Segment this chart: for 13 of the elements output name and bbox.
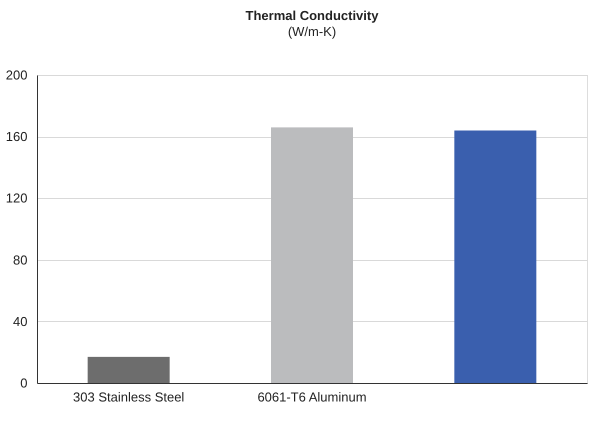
- x-tick-label: 303 Stainless Steel: [73, 390, 184, 404]
- bar: [271, 127, 353, 383]
- y-tick-label: 0: [20, 376, 28, 390]
- y-tick-label: 200: [6, 68, 28, 82]
- chart-subtitle: (W/m-K): [288, 24, 336, 39]
- y-tick-label: 40: [13, 314, 28, 329]
- chart-title: Thermal Conductivity: [246, 8, 380, 23]
- x-tick-label: 6061-T6 Aluminum: [257, 390, 367, 404]
- y-tick-label: 160: [6, 129, 28, 144]
- y-tick-label: 120: [6, 190, 28, 206]
- y-tick-label: 80: [13, 252, 28, 268]
- bar: [454, 130, 536, 383]
- bar: [88, 356, 170, 383]
